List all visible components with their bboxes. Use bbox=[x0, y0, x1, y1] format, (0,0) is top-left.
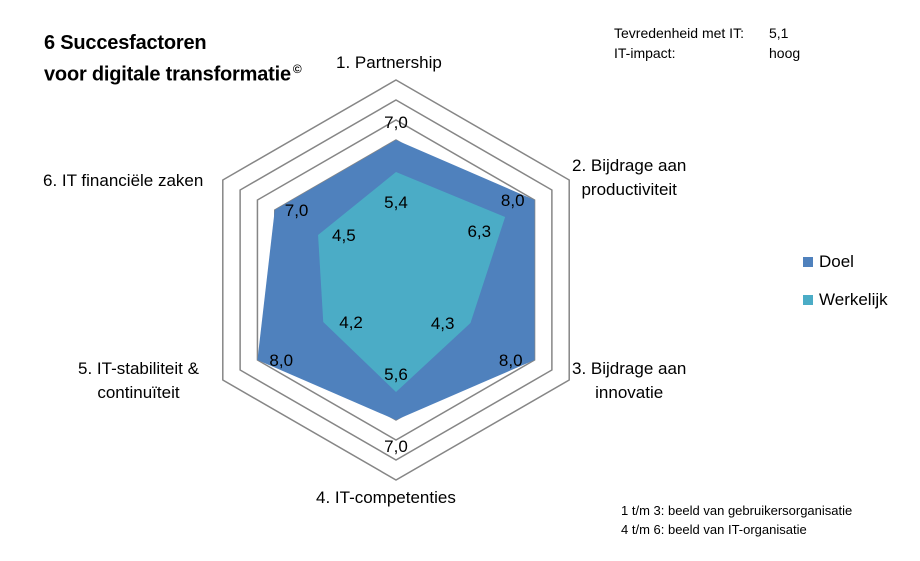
axis-label-6: 6. IT financiële zaken bbox=[43, 169, 203, 193]
legend-label-doel: Doel bbox=[819, 252, 854, 271]
data-label-doel-4: 7,0 bbox=[384, 437, 408, 456]
data-label-doel-3: 8,0 bbox=[499, 351, 523, 370]
axis-label-4-line1: 4. IT-competenties bbox=[316, 488, 456, 507]
axis-label-5: 5. IT-stabiliteit & continuïteit bbox=[78, 357, 199, 405]
axis-label-5-line2: continuïteit bbox=[97, 383, 180, 402]
data-label-werkelijk-4: 5,6 bbox=[384, 365, 408, 384]
data-label-doel-2: 8,0 bbox=[501, 191, 525, 210]
axis-label-3-line1: 3. Bijdrage aan bbox=[572, 359, 687, 378]
legend-item-werkelijk: Werkelijk bbox=[803, 290, 888, 310]
it-impact-label: IT-impact: bbox=[614, 45, 676, 61]
data-label-doel-6: 7,0 bbox=[285, 201, 309, 220]
satisfaction-label: Tevredenheid met IT: bbox=[614, 25, 744, 41]
data-label-werkelijk-6: 4,5 bbox=[332, 226, 356, 245]
chart-title-line2-text: voor digitale transformatie bbox=[44, 63, 291, 86]
axis-label-2-line1: 2. Bijdrage aan bbox=[572, 156, 687, 175]
axis-label-6-line1: 6. IT financiële zaken bbox=[43, 171, 204, 190]
data-label-werkelijk-1: 5,4 bbox=[384, 193, 408, 212]
footnote-line2: 4 t/m 6: beeld van IT-organisatie bbox=[621, 522, 807, 537]
footnote: 1 t/m 3: beeld van gebruikersorganisatie… bbox=[621, 501, 852, 539]
axis-label-4: 4. IT-competenties bbox=[316, 486, 456, 510]
legend-swatch-werkelijk bbox=[803, 295, 813, 305]
data-label-doel-1: 7,0 bbox=[384, 113, 408, 132]
grid-ring-10 bbox=[222, 79, 570, 481]
chart-title-line2: voor digitale transformatie © bbox=[44, 56, 302, 88]
satisfaction-value: 5,1 bbox=[769, 25, 789, 41]
chart-title-line1: 6 Succesfactoren bbox=[44, 32, 207, 54]
chart-title: 6 Succesfactoren voor digitale transform… bbox=[44, 30, 302, 88]
data-label-werkelijk-2: 6,3 bbox=[467, 222, 491, 241]
axis-label-2: 2. Bijdrage aan productiviteit bbox=[572, 154, 686, 202]
series-area-werkelijk bbox=[318, 172, 506, 392]
axis-label-3-line2: innovatie bbox=[595, 383, 664, 402]
legend-item-doel: Doel bbox=[803, 252, 888, 272]
axis-label-1: 1. Partnership bbox=[336, 51, 442, 75]
grid-ring-9 bbox=[239, 99, 553, 461]
footnote-line1: 1 t/m 3: beeld van gebruikersorganisatie bbox=[621, 503, 853, 518]
legend-swatch-doel bbox=[803, 257, 813, 267]
data-label-werkelijk-3: 4,3 bbox=[431, 314, 455, 333]
legend-label-werkelijk: Werkelijk bbox=[819, 290, 888, 309]
axis-label-3: 3. Bijdrage aan innovatie bbox=[572, 357, 686, 405]
data-label-werkelijk-5: 4,2 bbox=[339, 313, 363, 332]
it-impact-value: hoog bbox=[769, 45, 801, 61]
axis-label-5-line1: 5. IT-stabiliteit & bbox=[78, 359, 199, 378]
axis-label-2-line2: productiviteit bbox=[581, 180, 677, 199]
legend: Doel Werkelijk bbox=[803, 252, 888, 328]
axis-label-1-line1: 1. Partnership bbox=[336, 53, 442, 72]
copyright-mark: © bbox=[292, 62, 302, 76]
data-label-doel-5: 8,0 bbox=[269, 351, 293, 370]
